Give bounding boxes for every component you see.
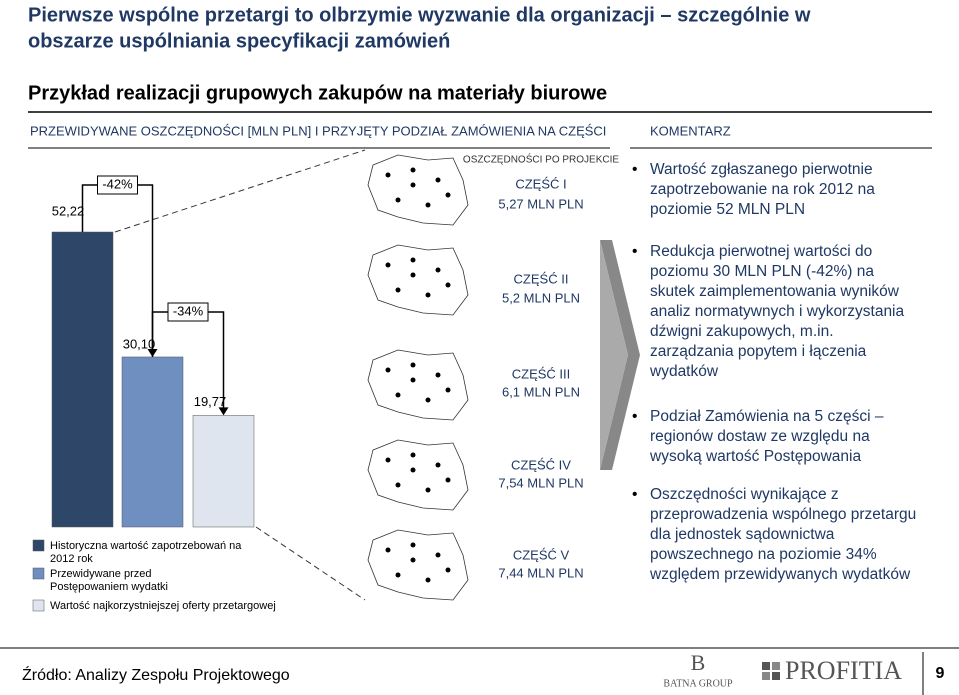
logo: B xyxy=(691,650,706,675)
annotation: -42% xyxy=(102,176,133,191)
map-dot xyxy=(410,257,416,263)
arrow xyxy=(600,240,640,470)
bar xyxy=(192,415,255,528)
title: Pierwsze wspólne przetargi to olbrzymie … xyxy=(28,4,811,26)
part-value: 7,54 MLN PLN xyxy=(498,475,583,490)
part-name: CZĘŚĆ IV xyxy=(511,457,571,472)
map-dot xyxy=(410,377,416,383)
part-name: CZĘŚĆ II xyxy=(514,271,569,286)
map-dot xyxy=(410,542,416,548)
map-dot xyxy=(395,287,401,293)
source: Źródło: Analizy Zespołu Projektowego xyxy=(22,665,290,684)
comment: Oszczędności wynikające z przeprowadzeni… xyxy=(632,485,920,585)
comment: Podział Zamówienia na 5 części – regionó… xyxy=(632,407,920,467)
bar xyxy=(121,356,184,528)
map-dot xyxy=(425,397,431,403)
parts-heading: OSZCZĘDNOŚCI PO PROJEKCIE xyxy=(463,153,619,166)
comment: Wartość zgłaszanego pierwotnie zapotrzeb… xyxy=(632,160,920,220)
map xyxy=(367,349,469,421)
map-dot xyxy=(410,167,416,173)
connector xyxy=(255,526,366,601)
map-dot xyxy=(445,477,451,483)
part-name: CZĘŚĆ III xyxy=(512,366,571,381)
map-dot xyxy=(435,552,441,558)
comment: Redukcja pierwotnej wartości do poziomu … xyxy=(632,242,920,382)
map-dot xyxy=(425,487,431,493)
logo: PROFITIA xyxy=(785,656,902,685)
legend-label: Historyczna wartość zapotrzebowań na 2012… xyxy=(50,540,242,565)
map-dot xyxy=(425,577,431,583)
part-value: 5,2 MLN PLN xyxy=(502,290,580,305)
legend-swatch xyxy=(32,599,45,612)
page-number: 9 xyxy=(936,665,945,682)
logo-mark xyxy=(772,662,780,670)
annotation: -34% xyxy=(173,303,204,318)
map xyxy=(367,244,469,316)
map-dot xyxy=(445,567,451,573)
section-heading: PRZEWIDYWANE OSZCZĘDNOŚCI [MLN PLN] I PR… xyxy=(30,123,606,138)
section-heading: KOMENTARZ xyxy=(650,123,731,138)
value-label: 52,22 xyxy=(52,203,85,218)
legend-swatch xyxy=(32,567,45,580)
connector xyxy=(114,149,366,233)
map-dot xyxy=(445,282,451,288)
logo-mark xyxy=(762,662,770,670)
map-dot xyxy=(385,262,391,268)
title: obszarze uspólniania specyfikacji zamówi… xyxy=(28,30,450,52)
map xyxy=(367,529,469,601)
bar xyxy=(51,231,114,528)
map-dot xyxy=(435,267,441,273)
map-dot xyxy=(385,547,391,553)
subtitle: Przykład realizacji grupowych zakupów na… xyxy=(28,82,607,104)
map xyxy=(367,439,469,511)
logo-mark xyxy=(762,672,770,680)
legend-label: Wartość najkorzystniejszej oferty przeta… xyxy=(50,600,276,612)
map-dot xyxy=(445,387,451,393)
map-dot xyxy=(410,272,416,278)
map-dot xyxy=(385,457,391,463)
annotation-arrow xyxy=(218,407,229,416)
map-dot xyxy=(395,482,401,488)
part-value: 5,27 MLN PLN xyxy=(498,196,583,211)
map-dot xyxy=(435,462,441,468)
map-dot xyxy=(445,192,451,198)
map xyxy=(367,154,469,226)
value-label: 19,77 xyxy=(194,394,227,409)
legend-swatch xyxy=(32,539,45,552)
legend-label: Przewidywane przed Postępowaniem wydatki xyxy=(50,568,168,593)
map-dot xyxy=(410,452,416,458)
map-dot xyxy=(435,372,441,378)
annotation-box xyxy=(167,302,209,322)
map-dot xyxy=(410,362,416,368)
map-dot xyxy=(395,392,401,398)
map-dot xyxy=(425,292,431,298)
map-dot xyxy=(410,467,416,473)
logo: BATNA GROUP xyxy=(663,678,733,689)
map-dot xyxy=(435,177,441,183)
map-dot xyxy=(395,572,401,578)
part-name: CZĘŚĆ I xyxy=(515,176,566,191)
map-dot xyxy=(425,202,431,208)
arrow xyxy=(600,240,628,470)
map-dot xyxy=(395,197,401,203)
logo-mark xyxy=(772,672,780,680)
part-value: 6,1 MLN PLN xyxy=(502,384,580,399)
map-dot xyxy=(410,557,416,563)
map-dot xyxy=(385,172,391,178)
part-name: CZĘŚĆ V xyxy=(513,547,570,562)
annotation-box xyxy=(97,175,138,195)
value-label: 30,10 xyxy=(123,336,156,351)
part-value: 7,44 MLN PLN xyxy=(498,565,583,580)
map-dot xyxy=(385,367,391,373)
map-dot xyxy=(410,182,416,188)
